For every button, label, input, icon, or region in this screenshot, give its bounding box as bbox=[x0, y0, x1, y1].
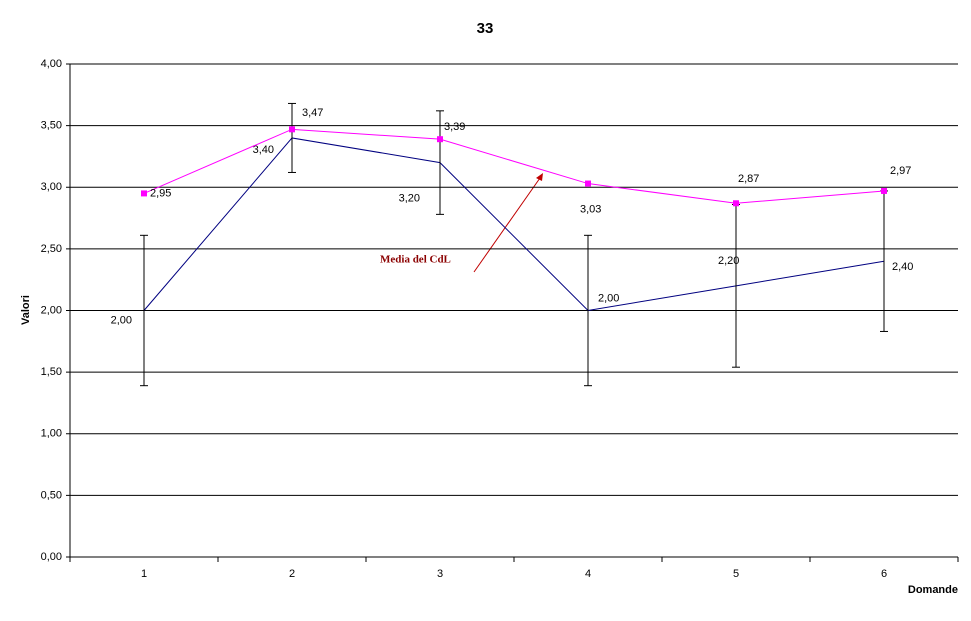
y-tick-label: 0,50 bbox=[41, 489, 62, 501]
error-bar bbox=[436, 110, 444, 215]
y-tick-label: 0,00 bbox=[41, 551, 62, 563]
series-line bbox=[143, 128, 885, 204]
annotation-arrow bbox=[473, 177, 541, 273]
data-label: 3,20 bbox=[399, 193, 420, 205]
chart-title: 33 bbox=[477, 20, 494, 37]
x-tick-label: 5 bbox=[733, 568, 739, 580]
x-tick-label: 4 bbox=[585, 568, 591, 580]
data-label: 2,40 bbox=[892, 261, 913, 273]
x-tick-label: 2 bbox=[289, 568, 295, 580]
annotation: Media del CdL bbox=[380, 254, 451, 266]
x-tick-label: 6 bbox=[881, 568, 887, 580]
y-tick-label: 1,50 bbox=[41, 366, 62, 378]
data-label: 3,03 bbox=[580, 203, 601, 215]
series-line bbox=[143, 137, 885, 312]
data-label: 2,00 bbox=[111, 314, 132, 326]
y-tick-label: 3,50 bbox=[41, 120, 62, 132]
error-bar bbox=[288, 102, 296, 173]
x-tick-label: 3 bbox=[437, 568, 443, 580]
marker bbox=[141, 190, 147, 197]
y-tick-label: 2,50 bbox=[41, 243, 62, 255]
data-label: 3,39 bbox=[444, 121, 465, 133]
marker bbox=[881, 187, 887, 194]
marker bbox=[733, 200, 739, 207]
marker bbox=[289, 126, 295, 133]
y-tick-label: 1,00 bbox=[41, 428, 62, 440]
data-label: 2,97 bbox=[890, 165, 911, 177]
data-label: 2,95 bbox=[150, 187, 171, 199]
x-tick-label: 1 bbox=[141, 568, 147, 580]
y-axis-title: Valori bbox=[20, 295, 32, 325]
marker bbox=[437, 136, 443, 143]
data-label: 2,87 bbox=[738, 173, 759, 185]
data-label: 2,20 bbox=[718, 255, 739, 267]
marker bbox=[585, 180, 591, 187]
y-tick-label: 4,00 bbox=[41, 58, 62, 70]
annotation-arrowhead bbox=[536, 173, 543, 181]
y-tick-label: 3,00 bbox=[41, 181, 62, 193]
data-label: 3,47 bbox=[302, 107, 323, 119]
error-bar bbox=[140, 234, 148, 387]
data-label: 3,40 bbox=[253, 144, 274, 156]
x-axis-title: Domande bbox=[908, 584, 958, 596]
error-bar bbox=[584, 234, 592, 387]
y-tick-label: 2,00 bbox=[41, 304, 62, 316]
data-label: 2,00 bbox=[598, 292, 619, 304]
